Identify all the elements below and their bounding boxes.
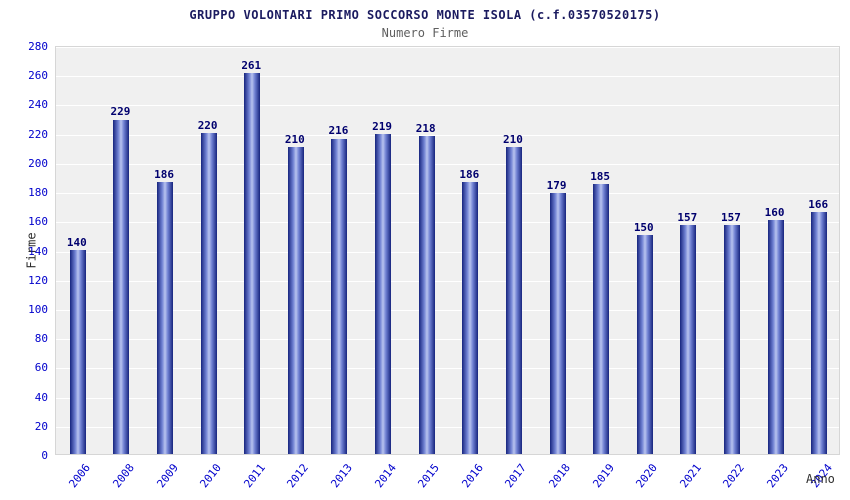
gridline bbox=[56, 222, 839, 224]
x-tick-label: 2017 bbox=[502, 461, 530, 491]
y-tick-label: 20 bbox=[34, 419, 48, 433]
bar-value-label: 216 bbox=[328, 124, 349, 138]
y-tick-label: 220 bbox=[28, 127, 48, 141]
bar-value-label: 229 bbox=[110, 105, 131, 119]
gridline bbox=[56, 368, 839, 370]
bar bbox=[113, 119, 130, 454]
bar-value-label: 157 bbox=[677, 210, 698, 224]
bar-value-label: 186 bbox=[459, 168, 480, 182]
gridline bbox=[56, 426, 839, 428]
bar bbox=[375, 134, 392, 454]
x-tick-label: 2006 bbox=[66, 461, 94, 491]
x-tick-label: 2021 bbox=[677, 461, 704, 491]
bar bbox=[811, 211, 828, 454]
chart-subtitle: Numero Firme bbox=[381, 26, 469, 40]
gridline bbox=[56, 76, 839, 78]
bar bbox=[418, 135, 435, 454]
x-tick-label: 2014 bbox=[371, 461, 399, 491]
bar bbox=[244, 72, 261, 454]
bar bbox=[331, 138, 348, 454]
y-tick-label: 200 bbox=[28, 156, 48, 170]
x-tick-label: 2019 bbox=[590, 461, 617, 491]
bar-value-label: 140 bbox=[66, 235, 87, 249]
bar bbox=[69, 249, 86, 454]
bar bbox=[200, 132, 217, 454]
x-tick-label: 2022 bbox=[720, 461, 748, 491]
x-tick-label: 2011 bbox=[241, 461, 268, 491]
chart-title: GRUPPO VOLONTARI PRIMO SOCCORSO MONTE IS… bbox=[189, 8, 661, 22]
y-tick-label: 0 bbox=[41, 449, 48, 462]
bar-value-label: 166 bbox=[808, 197, 829, 211]
bar-value-label: 150 bbox=[633, 220, 654, 234]
y-tick-label: 160 bbox=[28, 215, 48, 229]
bar bbox=[157, 182, 174, 454]
bar-value-label: 210 bbox=[502, 133, 523, 147]
gridline bbox=[56, 280, 839, 282]
y-tick-label: 280 bbox=[28, 40, 48, 53]
x-axis-title: Anno bbox=[806, 472, 835, 486]
bar bbox=[505, 147, 522, 454]
x-tick-label: 2015 bbox=[415, 461, 443, 491]
x-tick-label: 2010 bbox=[197, 461, 225, 491]
bar bbox=[636, 234, 653, 454]
gridline bbox=[56, 47, 839, 48]
y-tick-label: 140 bbox=[28, 244, 48, 258]
x-tick-label: 2013 bbox=[328, 461, 355, 491]
bar bbox=[462, 182, 479, 454]
x-tick-label: 2012 bbox=[284, 461, 312, 491]
gridline bbox=[56, 251, 839, 253]
y-tick-label: 60 bbox=[34, 361, 48, 375]
x-tick-label: 2008 bbox=[110, 461, 137, 491]
bar bbox=[680, 224, 697, 454]
x-tick-label: 2020 bbox=[633, 461, 661, 491]
bar bbox=[767, 220, 784, 454]
y-tick-label: 100 bbox=[28, 302, 48, 316]
x-tick-label: 2023 bbox=[764, 461, 792, 491]
gridline bbox=[56, 309, 839, 311]
y-tick-label: 240 bbox=[28, 98, 48, 112]
y-tick-label: 120 bbox=[28, 273, 48, 287]
bar-value-label: 179 bbox=[546, 178, 567, 192]
bar-value-label: 261 bbox=[241, 58, 262, 72]
bar-value-label: 218 bbox=[415, 121, 436, 135]
gridline bbox=[56, 339, 839, 341]
bar bbox=[287, 147, 304, 454]
gridline bbox=[56, 193, 839, 195]
bar-value-label: 186 bbox=[154, 168, 174, 182]
x-tick-label: 2016 bbox=[459, 461, 486, 491]
y-tick-label: 80 bbox=[34, 332, 48, 346]
x-tick-label: 2009 bbox=[153, 461, 181, 491]
bar bbox=[723, 224, 740, 454]
bar-value-label: 220 bbox=[197, 118, 218, 132]
bar-value-label: 160 bbox=[764, 206, 785, 220]
bar-value-label: 157 bbox=[721, 210, 741, 224]
bar-value-label: 219 bbox=[372, 120, 393, 134]
plot-area bbox=[55, 46, 840, 455]
gridline bbox=[56, 397, 839, 399]
y-tick-label: 260 bbox=[28, 69, 48, 83]
y-tick-label: 180 bbox=[28, 186, 48, 200]
gridline bbox=[56, 134, 839, 136]
gridline bbox=[56, 163, 839, 165]
bar-value-label: 185 bbox=[590, 169, 611, 183]
y-tick-label: 40 bbox=[34, 390, 48, 404]
x-tick-label: 2018 bbox=[546, 461, 573, 491]
gridline bbox=[56, 105, 839, 107]
bar bbox=[593, 183, 610, 454]
bar-value-label: 210 bbox=[284, 133, 305, 147]
bar bbox=[549, 192, 566, 454]
